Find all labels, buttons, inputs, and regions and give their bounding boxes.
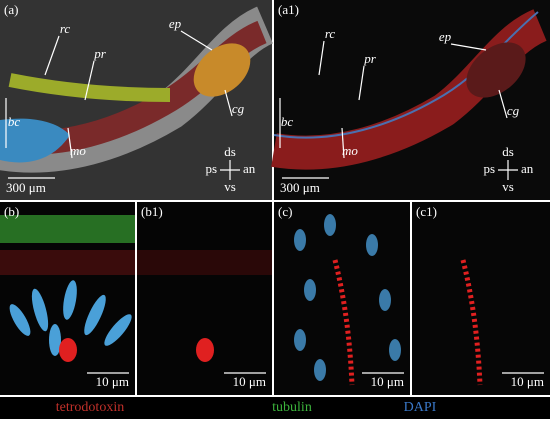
annotation: cg (507, 103, 520, 118)
compass-label: ps (483, 161, 495, 176)
compass-label: vs (224, 179, 236, 194)
pointer (67, 127, 73, 159)
annotation: ep (169, 16, 182, 31)
panel-c1-image (412, 202, 550, 395)
nuclei (9, 280, 132, 356)
pointer (358, 65, 365, 101)
panel-b1-image (137, 202, 272, 395)
pointer (450, 43, 487, 51)
annotation: bc (8, 114, 21, 129)
scale-label: 10 μm (96, 374, 129, 389)
annotation: rc (325, 26, 336, 41)
compass-label: vs (502, 179, 514, 194)
scale-label: 300 μm (280, 180, 320, 195)
ttx-cell (196, 338, 214, 362)
pointer (180, 30, 213, 51)
panel-label: (b1) (141, 204, 163, 219)
annotation: mo (70, 143, 86, 158)
pointer (341, 127, 345, 159)
annotation: pr (363, 51, 377, 66)
tissue-orange (193, 43, 251, 97)
compass-label: ds (224, 144, 236, 159)
pointer (224, 89, 233, 117)
compass-label: ps (205, 161, 217, 176)
legend-item: DAPI (404, 400, 437, 415)
annotation: ep (439, 29, 452, 44)
red-band (0, 250, 135, 275)
tissue-yellow (8, 73, 171, 102)
scale-label: 300 μm (6, 180, 46, 195)
panel-label: (a) (4, 2, 18, 17)
tubulin-band (0, 215, 135, 243)
tissue-blue (273, 11, 539, 139)
red-band (137, 250, 272, 275)
annotation: pr (93, 46, 107, 61)
annotation: rc (60, 21, 71, 36)
compass-label: an (521, 161, 534, 176)
ttx-signal (332, 259, 355, 386)
nuclei (294, 214, 401, 381)
panel-label: (b) (4, 204, 19, 219)
ttx-cell (59, 338, 77, 362)
tissue-dark (466, 42, 526, 98)
legend-item: tubulin (272, 400, 312, 415)
compass-label: an (243, 161, 256, 176)
compass-label: ds (502, 144, 514, 159)
pointer (318, 40, 325, 76)
panel-label: (c) (278, 204, 292, 219)
pointer (84, 60, 95, 101)
panel-label: (c1) (416, 204, 437, 219)
annotation: mo (342, 143, 358, 158)
scale-label: 10 μm (233, 374, 266, 389)
panel-label: (a1) (278, 2, 299, 17)
scale-label: 10 μm (371, 374, 404, 389)
pointer (498, 89, 508, 119)
tissue-blue (0, 118, 70, 163)
ttx-signal (460, 259, 483, 386)
scale-label: 10 μm (511, 374, 544, 389)
legend-bar (0, 397, 550, 419)
pointer (44, 35, 60, 76)
annotation: cg (232, 101, 245, 116)
legend-item: tetrodotoxin (56, 400, 124, 415)
annotation: bc (281, 114, 294, 129)
